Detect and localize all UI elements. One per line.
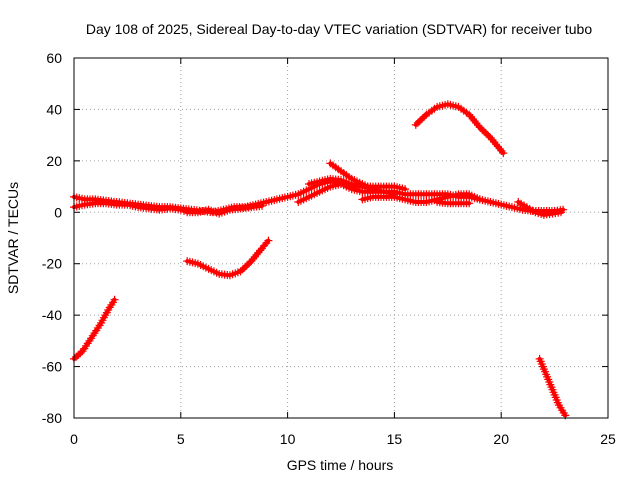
y-tick-label: -80 [42,410,62,426]
data-track [358,190,484,206]
data-point [369,185,377,194]
y-tick-label: -40 [42,307,62,323]
x-tick-label: 20 [493,431,509,447]
data-track [70,295,119,363]
data-point [264,236,273,245]
data-point [401,185,410,194]
data-track [535,354,570,420]
axis-ticks: 0 5 10 15 20 25 -80 -60 -40 -20 0 20 40 60 [42,50,616,447]
data-point [475,195,484,204]
data-point [557,208,565,217]
data-point [465,199,474,208]
grid [74,58,608,418]
data-track [514,198,565,219]
x-tick-label: 25 [600,431,616,447]
data-layer [70,100,570,420]
data-track [183,236,273,280]
data-point [499,149,508,158]
data-track [326,159,377,194]
plot-frame [73,57,609,419]
x-tick-label: 15 [387,431,403,447]
y-axis-label: SDTVAR / TECUs [5,182,21,294]
x-tick-label: 0 [70,431,78,447]
x-tick-label: 5 [177,431,185,447]
data-track [70,199,266,218]
y-tick-label: 60 [46,50,62,66]
x-tick-label: 10 [280,431,296,447]
y-tick-label: 40 [46,101,62,117]
chart-title: Day 108 of 2025, Sidereal Day-to-day VTE… [86,21,593,37]
data-point [110,295,119,304]
y-tick-label: -20 [42,256,62,272]
data-track [433,198,474,208]
data-track [411,100,508,158]
y-tick-label: -60 [42,359,62,375]
y-tick-label: 20 [46,153,62,169]
data-point [258,201,266,210]
y-tick-label: 0 [54,204,62,220]
x-axis-label: GPS time / hours [287,457,394,473]
